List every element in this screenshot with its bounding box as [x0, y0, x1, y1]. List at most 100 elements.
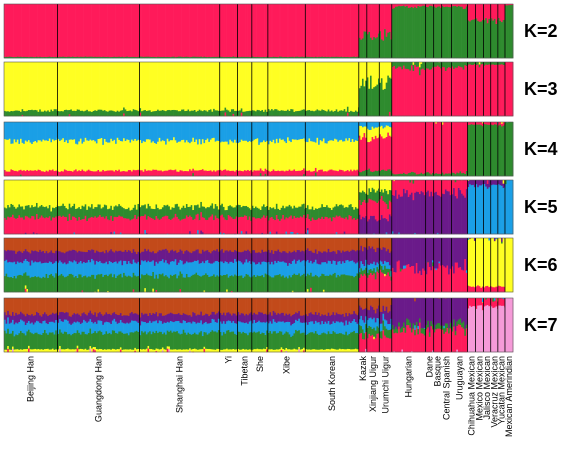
admixture-bar	[283, 141, 286, 172]
admixture-bar	[353, 141, 356, 171]
admixture-bar	[335, 139, 338, 172]
admixture-bar	[264, 238, 267, 252]
admixture-bar	[335, 170, 338, 177]
admixture-bar	[324, 251, 327, 263]
admixture-bar	[261, 4, 264, 58]
admixture-bar	[153, 62, 156, 112]
admixture-bar	[121, 180, 124, 208]
admixture-bar	[483, 287, 486, 293]
admixture-bar	[393, 195, 396, 235]
admixture-bar	[441, 124, 444, 173]
admixture-bar	[173, 261, 175, 276]
admixture-bar	[16, 171, 19, 177]
admixture-bar	[488, 64, 491, 117]
admixture-bar	[171, 249, 174, 262]
admixture-bar	[84, 122, 87, 139]
admixture-bar	[423, 195, 426, 235]
admixture-bar	[441, 193, 444, 235]
admixture-bar	[373, 273, 376, 293]
admixture-bar	[193, 110, 196, 117]
admixture-bar	[83, 276, 85, 293]
admixture-bar	[237, 260, 240, 277]
admixture-bar	[60, 205, 63, 218]
admixture-bar	[108, 261, 111, 275]
admixture-bar	[313, 180, 316, 211]
admixture-bar	[306, 228, 309, 231]
admixture-bar	[224, 219, 227, 235]
admixture-bar	[10, 349, 13, 353]
admixture-bar	[319, 218, 322, 235]
admixture-bar	[39, 315, 42, 324]
admixture-bar	[144, 238, 147, 250]
admixture-bar	[283, 122, 286, 142]
admixture-bar	[473, 62, 476, 65]
admixture-bar	[60, 252, 63, 263]
admixture-bar	[401, 122, 404, 175]
admixture-bar	[271, 250, 273, 263]
admixture-bar	[8, 171, 11, 177]
admixture-bar	[469, 238, 472, 240]
admixture-bar	[427, 262, 430, 293]
admixture-bar	[161, 259, 164, 274]
admixture-bar	[410, 238, 413, 267]
admixture-bar	[310, 122, 312, 142]
admixture-bar	[91, 204, 93, 218]
admixture-bar	[222, 232, 225, 235]
admixture-bar	[324, 62, 327, 112]
admixture-bar	[394, 174, 397, 177]
admixture-bar	[224, 238, 227, 251]
admixture-bar	[232, 122, 235, 143]
admixture-bar	[15, 110, 18, 117]
admixture-bar	[142, 216, 145, 235]
admixture-bar	[235, 216, 238, 235]
admixture-bar	[279, 274, 281, 293]
admixture-bar	[127, 180, 130, 208]
admixture-bar	[157, 207, 159, 219]
admixture-bar	[75, 208, 77, 219]
admixture-bar	[165, 180, 167, 206]
admixture-bar	[129, 263, 132, 277]
admixture-bar	[189, 62, 191, 112]
admixture-bar	[492, 4, 495, 21]
admixture-bar	[52, 348, 54, 353]
admixture-bar	[91, 140, 93, 172]
admixture-bar	[39, 122, 42, 141]
admixture-bar	[459, 62, 462, 68]
admixture-bar	[319, 276, 322, 293]
admixture-bar	[100, 262, 103, 275]
admixture-bar	[251, 110, 254, 117]
admixture-bar	[376, 221, 379, 235]
admixture-bar	[256, 122, 259, 139]
admixture-bar	[363, 170, 366, 177]
admixture-bar	[263, 122, 265, 141]
admixture-bar	[330, 110, 333, 117]
admixture-bar	[490, 64, 493, 117]
admixture-bar	[324, 275, 327, 293]
admixture-bar	[118, 56, 121, 59]
admixture-bar	[465, 4, 468, 7]
admixture-bar	[92, 332, 95, 348]
admixture-bar	[351, 111, 354, 117]
admixture-bar	[81, 4, 84, 58]
admixture-bar	[243, 62, 246, 112]
admixture-bar	[105, 216, 108, 235]
admixture-bar	[378, 126, 380, 138]
admixture-bar	[334, 56, 336, 59]
admixture-bar	[111, 170, 114, 177]
admixture-bar	[342, 238, 344, 251]
admixture-bar	[412, 4, 415, 9]
admixture-bar	[321, 252, 324, 263]
admixture-bar	[490, 18, 493, 59]
admixture-bar	[417, 174, 420, 177]
admixture-bar	[420, 122, 423, 174]
admixture-bar	[78, 57, 81, 59]
admixture-bar	[200, 263, 203, 277]
admixture-bar	[316, 109, 319, 117]
admixture-bar	[67, 312, 69, 322]
admixture-bar	[10, 203, 13, 218]
admixture-bar	[285, 276, 288, 293]
admixture-bar	[137, 216, 140, 235]
admixture-bar	[87, 180, 90, 207]
admixture-bar	[10, 322, 13, 334]
admixture-bar	[358, 37, 361, 59]
